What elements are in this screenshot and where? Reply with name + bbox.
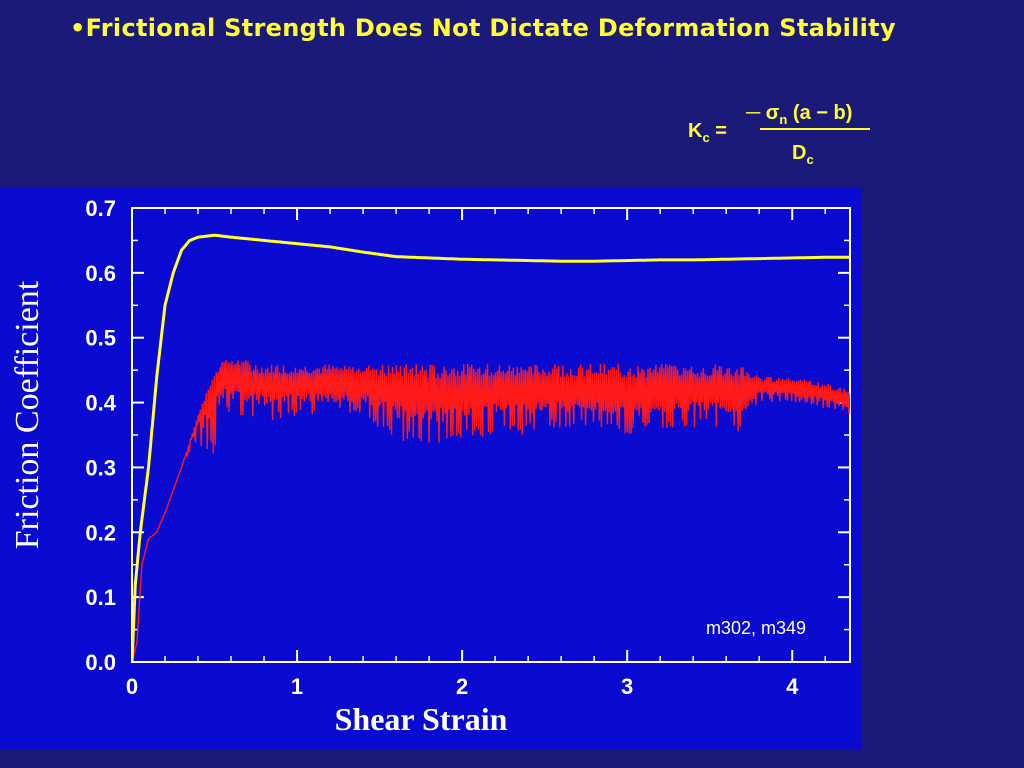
y-tick-label: 0.2 [85, 520, 116, 545]
fraction-bar [760, 128, 870, 130]
x-tick-label: 2 [456, 674, 468, 699]
x-tick-label: 0 [126, 674, 138, 699]
y-tick-label: 0.3 [85, 455, 116, 480]
y-tick-label: 0.7 [85, 196, 116, 221]
y-tick-label: 0.1 [85, 585, 116, 610]
friction-chart: 0.0 0.1 0.2 0.3 0.4 0.5 0.6 0.7 0 1 2 3 4 Shear Strai… [0, 188, 862, 750]
plot-frame [131, 207, 851, 663]
x-tick-label: 3 [621, 674, 633, 699]
run-annotation: m302, m349 [706, 618, 806, 638]
formula-denominator: Dc [792, 142, 814, 167]
slide-title: •Frictional Strength Does Not Dictate De… [70, 14, 896, 42]
x-tick-label: 1 [291, 674, 303, 699]
kc-formula: Kc = ─ σn (a − b) Dc [688, 100, 898, 180]
series-yellow-line [132, 233, 850, 662]
y-tick-label: 0.6 [85, 261, 116, 286]
formula-numerator: ─ σn (a − b) [746, 102, 853, 127]
x-axis-label: Shear Strain [335, 701, 508, 737]
y-tick-label: 0.5 [85, 326, 116, 351]
y-tick-label: 0.0 [85, 650, 116, 675]
y-axis-label: Friction Coefficient [9, 280, 46, 549]
series-red-line [132, 360, 850, 662]
y-tick-label: 0.4 [85, 391, 116, 416]
x-tick-label: 4 [786, 674, 799, 699]
chart-svg: 0.0 0.1 0.2 0.3 0.4 0.5 0.6 0.7 0 1 2 3 4 Shear Strai… [9, 196, 851, 737]
formula-lhs: Kc = [688, 120, 727, 145]
